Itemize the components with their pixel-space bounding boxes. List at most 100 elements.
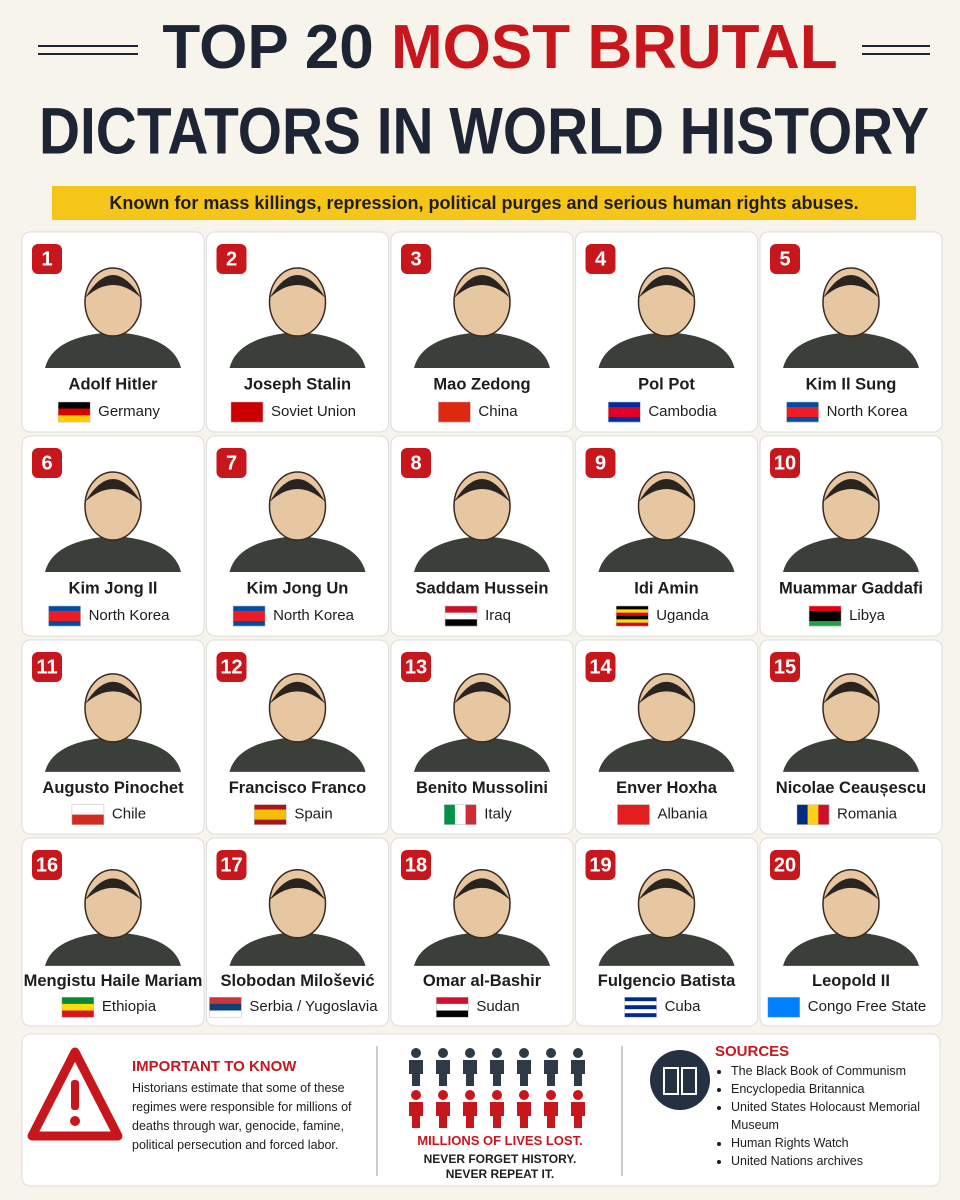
name: Nicolae Ceaușescu: [776, 779, 926, 797]
person-icon-head: [546, 1090, 556, 1100]
flag-stripe: [61, 997, 94, 1005]
country: Libya: [849, 607, 886, 624]
person-icon-body: [436, 1102, 450, 1128]
rank-badge: [401, 652, 431, 682]
flag-stripe: [233, 621, 266, 627]
card: 8 Saddam Hussein Iraq: [390, 435, 574, 637]
name: Slobodan Milošević: [220, 972, 374, 990]
card: 4 Pol Pot Cambodia: [575, 231, 758, 433]
subtitle-banner: [52, 186, 916, 220]
flag-stripe: [616, 616, 649, 620]
flag-stripe: [616, 612, 649, 617]
flag-stripe: [616, 609, 649, 613]
source-item: United Nations archives: [731, 1152, 941, 1170]
name: Joseph Stalin: [244, 375, 351, 393]
country: Romania: [837, 806, 898, 823]
title-highlight: MOST BRUTAL: [391, 13, 838, 82]
flag-border: [615, 605, 649, 627]
flag-stripe: [254, 809, 287, 815]
portrait-shoulders: [229, 536, 366, 572]
flag-stripe: [233, 616, 266, 622]
person-icon-head: [411, 1090, 421, 1100]
flag-stripe: [436, 1003, 469, 1011]
flag-stripe: [230, 402, 263, 423]
rank-badge: [216, 244, 247, 274]
country: Serbia / Yugoslavia: [249, 998, 378, 1015]
card: 7 Kim Jong Un North Korea: [206, 435, 389, 637]
rank: 18: [405, 854, 427, 876]
center-line: NEVER FORGET HISTORY.: [423, 1152, 577, 1166]
flag-stripe: [809, 606, 842, 612]
name: Pol Pot: [638, 375, 695, 393]
info-panel: [21, 1033, 941, 1187]
name: Saddam Hussein: [416, 579, 549, 597]
portrait-hair: [454, 275, 510, 298]
person-icon-head: [492, 1048, 502, 1058]
portrait-hair: [269, 681, 326, 705]
person-icon-body: [571, 1060, 585, 1086]
card: 9 Idi Amin Uganda: [575, 435, 758, 637]
portrait-shoulders: [45, 932, 181, 966]
name: Mao Zedong: [433, 375, 530, 393]
rank-badge: [401, 448, 431, 478]
rank: 8: [410, 452, 421, 474]
flag-border: [617, 804, 650, 825]
rank: 12: [220, 656, 242, 678]
sources-heading: SOURCES: [715, 1043, 790, 1060]
title: TOP 20 MOST BRUTAL: [162, 13, 837, 82]
country: North Korea: [273, 607, 355, 624]
portrait-hair: [454, 681, 510, 705]
flag-stripe: [624, 1001, 657, 1006]
country: Germany: [98, 403, 160, 420]
portrait-shoulders: [783, 932, 919, 966]
portrait-hair: [638, 681, 695, 705]
flag-border: [444, 605, 478, 627]
flag-border: [48, 605, 81, 627]
flag-stripe: [786, 402, 819, 408]
rank-badge: [585, 850, 616, 880]
portrait-shoulders: [598, 737, 735, 772]
card: 3 Mao Zedong China: [390, 231, 574, 433]
rank: 11: [36, 656, 57, 678]
name: Adolf Hitler: [69, 375, 158, 393]
flag-stripe: [209, 997, 242, 1005]
person-icon-body: [544, 1102, 558, 1128]
source-item: The Black Book of Communism: [731, 1062, 941, 1080]
portrait-hair: [638, 479, 695, 502]
portrait-shoulders: [229, 332, 366, 368]
rank: 4: [595, 248, 607, 270]
person-icon-body: [517, 1102, 531, 1128]
title-rules: [38, 45, 930, 55]
portrait-shoulders: [45, 737, 181, 772]
country: Spain: [294, 806, 332, 823]
name: Mengistu Haile Mariam: [24, 972, 203, 990]
portrait-shoulders: [414, 332, 550, 368]
rank: 6: [41, 452, 52, 474]
flag-stripe: [786, 412, 819, 418]
flag-stripe: [617, 804, 650, 825]
person-icon-head: [411, 1048, 421, 1058]
rank: 13: [405, 656, 427, 678]
country: Congo Free State: [808, 998, 926, 1015]
card: 11 Augusto Pinochet Chile: [21, 639, 205, 835]
rank: 7: [226, 452, 237, 474]
flag-stripe: [254, 819, 287, 825]
name: Augusto Pinochet: [42, 779, 184, 797]
card: 12 Francisco Franco Spain: [206, 639, 389, 835]
rank-badge: [32, 244, 62, 274]
card: 14 Enver Hoxha Albania: [575, 639, 758, 835]
rank-badge: [770, 850, 800, 880]
portrait-shoulders: [414, 536, 550, 572]
country: Cambodia: [648, 403, 717, 420]
portrait-hair: [269, 275, 326, 298]
country: Uganda: [656, 607, 709, 624]
country: Ethiopia: [102, 998, 157, 1015]
portrait-shoulders: [414, 932, 550, 966]
country: Soviet Union: [271, 403, 356, 420]
person-icon-body: [409, 1102, 423, 1128]
portrait-hair: [823, 479, 879, 502]
rank: 20: [774, 854, 796, 876]
country: Iraq: [485, 607, 511, 624]
person-icon-head: [465, 1090, 475, 1100]
